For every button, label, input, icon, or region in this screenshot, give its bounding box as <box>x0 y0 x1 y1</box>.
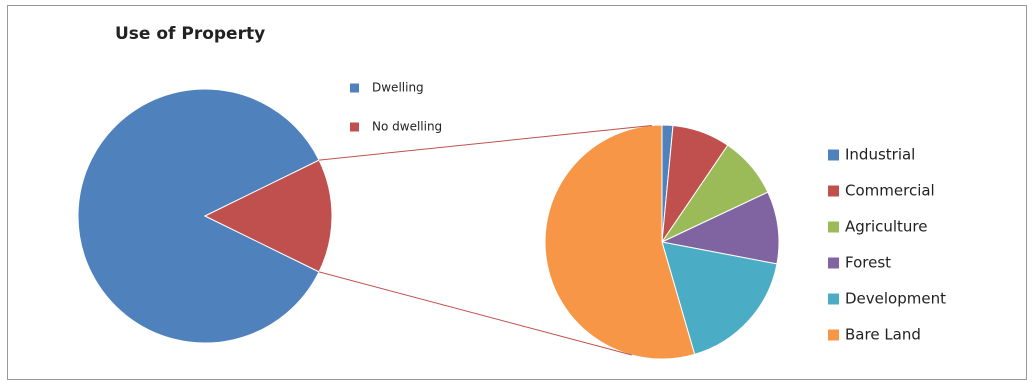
legend-label: Agriculture <box>845 218 928 236</box>
legend-label: Development <box>845 290 946 308</box>
legend-swatch <box>828 257 839 269</box>
connector-line <box>318 271 632 356</box>
legend-label: Industrial <box>845 146 915 164</box>
pie-slice <box>203 159 333 273</box>
pie-slice <box>544 124 696 360</box>
legend-swatch <box>828 221 839 233</box>
legend-swatch <box>828 293 839 305</box>
legend-swatch <box>828 185 839 197</box>
legend-swatch <box>828 149 839 161</box>
legend-label: Forest <box>845 254 891 272</box>
legend-label: Dwelling <box>372 81 424 95</box>
pie-slice <box>661 241 778 355</box>
legend-swatch <box>350 122 359 132</box>
pie-slice <box>660 191 780 265</box>
legend-label: Bare Land <box>845 326 921 344</box>
legend-label: Commercial <box>845 182 935 200</box>
legend-swatch <box>828 329 839 341</box>
pie-slice <box>77 88 320 344</box>
legend-swatch <box>350 83 359 93</box>
legend-label: No dwelling <box>372 120 442 134</box>
chart-title: Use of Property <box>115 24 265 44</box>
connector-line <box>318 124 652 161</box>
